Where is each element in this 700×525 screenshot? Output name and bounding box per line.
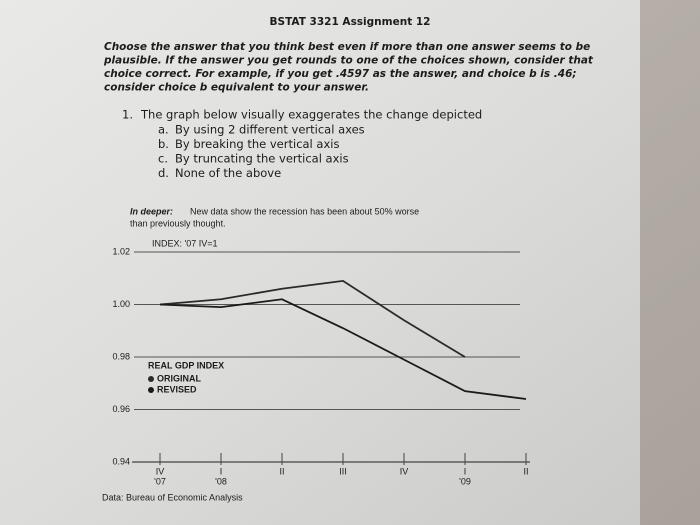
option-text: By using 2 different vertical axes [175,123,365,137]
y-tick-label: 0.96 [112,404,130,414]
x-year-label: '09 [459,476,471,486]
y-tick-label: 0.94 [112,456,130,466]
desk-edge [640,0,700,525]
x-tick-label: IV [400,466,409,476]
legend-label: REVISED [157,384,197,394]
series-line [159,298,527,400]
annotation: INDEX: '07 IV=1 [152,238,218,248]
legend-marker [148,376,154,382]
x-tick-label: I [464,466,467,476]
question-text: The graph below visually exaggerates the… [140,108,482,122]
option-letter: b. [158,137,169,151]
x-year-label: '07 [154,476,166,486]
x-tick-label: II [523,466,528,476]
instruction-line: plausible. If the answer you get rounds … [103,55,594,67]
source: Data: Bureau of Economic Analysis [102,492,243,502]
doc-title: BSTAT 3321 Assignment 12 [270,16,431,28]
instruction-line: consider choice b equivalent to your ans… [104,82,369,94]
x-tick-label: III [339,466,347,476]
option-text: By breaking the vertical axis [175,137,339,151]
chart-title: In deeper: [130,206,173,216]
question: 1. The graph below visually exaggerates t… [122,108,482,181]
y-tick-label: 1.02 [112,246,130,256]
chart-subtitle: New data show the recession has been abo… [190,206,419,216]
instruction-line: choice correct. For example, if you get … [104,68,577,80]
x-tick-label: I [220,466,223,476]
x-year-label: '08 [215,476,227,486]
question-number: 1. [122,108,133,122]
option-text: None of the above [175,166,281,180]
series-line [159,279,466,358]
x-tick-label: II [279,466,284,476]
option-letter: a. [158,123,169,137]
option-text: By truncating the vertical axis [175,152,349,166]
chart: In deeper: New data show the recession ha… [102,206,530,502]
chart-subtitle: than previously thought. [130,218,226,228]
instructions: Choose the answer that you think best ev… [103,41,594,94]
legend-marker [148,387,154,393]
x-tick-label: IV [156,466,165,476]
instruction-line: Choose the answer that you think best ev… [104,41,590,53]
option-letter: c. [158,152,168,166]
y-tick-label: 0.98 [112,351,130,361]
legend-title: REAL GDP INDEX [148,360,224,370]
option-letter: d. [158,166,169,180]
legend-label: ORIGINAL [157,373,202,383]
y-tick-label: 1.00 [112,299,130,309]
